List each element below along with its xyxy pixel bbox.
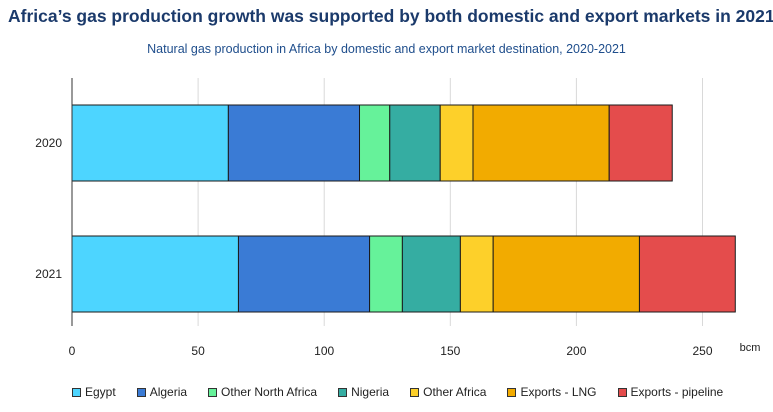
legend-label: Nigeria <box>351 385 390 399</box>
y-tick-label: 2021 <box>35 267 62 281</box>
legend-item: Nigeria <box>338 385 389 399</box>
bar-segment <box>401 235 461 313</box>
legend-swatch <box>617 387 627 397</box>
x-tick-label: 50 <box>191 344 205 358</box>
chart-legend: Egypt Algeria Other North Africa Nigeria Oth… <box>72 385 744 399</box>
legend-item: Algeria <box>136 385 188 399</box>
legend-label: Exports - LNG <box>520 385 597 399</box>
chart-subtitle: Natural gas production in Africa by dome… <box>147 42 626 56</box>
legend-swatch <box>410 387 420 397</box>
y-tick-label: 2020 <box>35 136 62 150</box>
legend-swatch <box>72 387 81 397</box>
legend-item: Exports - pipeline <box>617 385 724 399</box>
legend-swatch <box>338 387 348 397</box>
legend-label: Egypt <box>85 385 116 399</box>
legend-item: Exports - LNG <box>507 385 597 399</box>
bar-segment <box>71 235 239 313</box>
x-axis-unit: bcm <box>740 342 761 354</box>
legend-item: Other North Africa <box>208 385 317 399</box>
bar-segment <box>472 104 610 182</box>
legend-label: Other Africa <box>423 385 487 399</box>
bar-segment <box>459 235 494 313</box>
bar-segment <box>359 104 391 182</box>
x-tick-label: 100 <box>314 344 334 358</box>
legend-label: Exports - pipeline <box>630 385 724 399</box>
legend-item: Egypt <box>72 385 116 399</box>
legend-swatch <box>208 387 218 397</box>
bar-segment <box>369 235 403 313</box>
legend-swatch <box>136 387 146 397</box>
x-tick-label: 0 <box>69 344 76 358</box>
bar-segment <box>439 104 474 182</box>
bar-segment <box>71 104 229 182</box>
legend-label: Other North Africa <box>221 385 318 399</box>
bar-segment <box>608 104 673 182</box>
bar-segment <box>638 235 736 313</box>
x-tick-label: 150 <box>440 344 460 358</box>
legend-swatch <box>507 387 517 397</box>
bar-segment <box>389 104 441 182</box>
bar-segment <box>237 235 371 313</box>
legend-item: Other Africa <box>410 385 486 399</box>
bar-segment <box>227 104 361 182</box>
bar-segment <box>492 235 640 313</box>
x-tick-label: 250 <box>692 344 712 358</box>
legend-label: Algeria <box>149 385 188 399</box>
chart-title: Africa’s gas production growth was suppo… <box>8 6 773 26</box>
x-tick-label: 200 <box>566 344 586 358</box>
